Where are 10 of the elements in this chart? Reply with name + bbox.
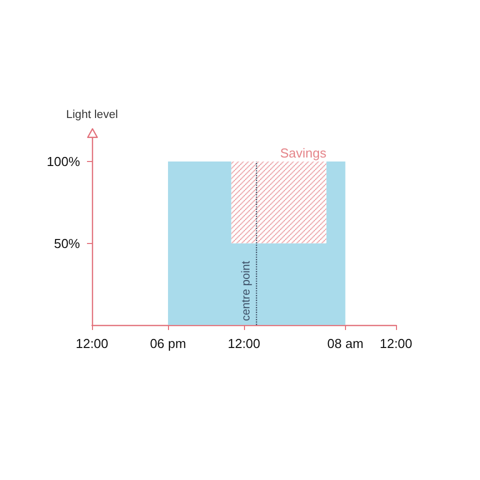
y-axis-title: Light level <box>66 109 118 121</box>
y-tick-label: 100% <box>46 154 80 170</box>
x-tick-label: 08 am <box>327 336 364 351</box>
x-tick-label: 12:00 <box>380 336 412 351</box>
x-tick-label: 06 pm <box>150 336 186 351</box>
y-tick-label: 50% <box>54 236 80 251</box>
ref-line-label: centre point <box>240 260 253 321</box>
series-label: Savings <box>280 146 327 161</box>
x-tick-label: 12:00 <box>228 336 260 351</box>
x-tick-label: 12:00 <box>76 336 108 351</box>
